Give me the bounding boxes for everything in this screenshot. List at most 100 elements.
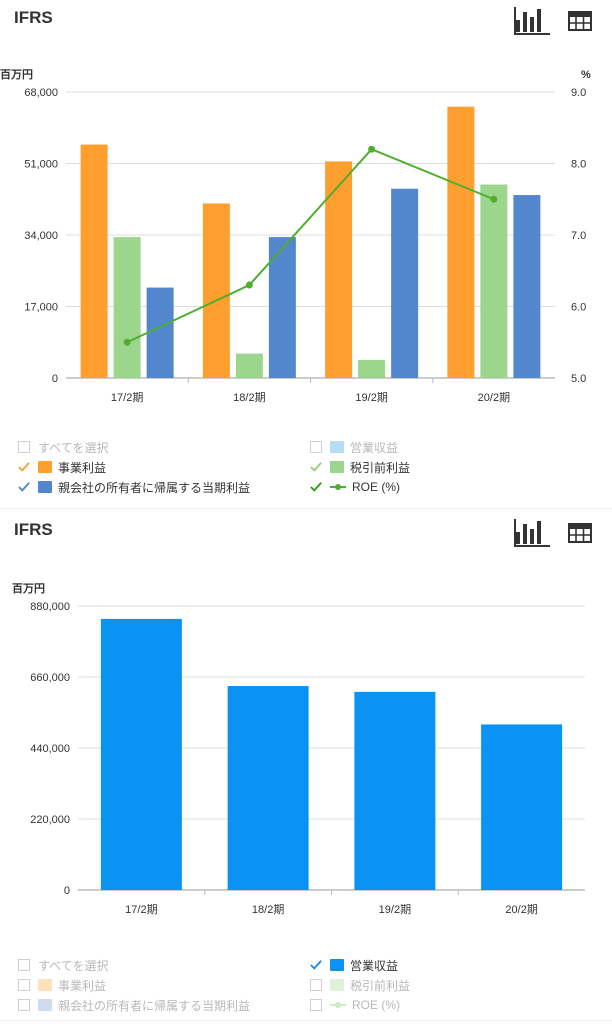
bar <box>325 161 353 378</box>
divider <box>0 1020 612 1021</box>
legend-swatch <box>330 979 344 991</box>
check-icon <box>18 461 30 473</box>
legend-item[interactable]: 事業利益 <box>18 976 106 994</box>
bar <box>391 188 419 378</box>
checkbox-icon <box>18 999 30 1011</box>
combo-chart: 百万円 % 0 17,000 34,000 51,000 68,000 5.0 6.0 7.0 8.… <box>0 68 591 404</box>
y2-tick-label: 9.0 <box>571 87 586 99</box>
legend-swatch <box>330 441 344 453</box>
y-tick-label: 880,000 <box>30 601 70 613</box>
bar <box>358 359 386 378</box>
bar <box>480 184 508 378</box>
legend-label: 営業収益 <box>350 958 399 973</box>
bar <box>235 353 263 378</box>
bar <box>268 237 296 378</box>
chart-legend: すべてを選択 営業収益事業利益 税引前利益親会社の所有者に帰属する当期利益 ROE (… <box>18 438 598 500</box>
legend-label: 親会社の所有者に帰属する当期利益 <box>58 998 251 1013</box>
divider <box>0 508 612 509</box>
legend-item[interactable]: すべてを選択 <box>18 956 108 974</box>
check-icon <box>310 461 322 473</box>
y2-tick-label: 7.0 <box>571 230 586 242</box>
bar <box>354 691 436 890</box>
legend-item[interactable]: ROE (%) <box>310 478 400 496</box>
table-view-icon[interactable] <box>566 6 594 36</box>
legend-label: 事業利益 <box>58 978 107 993</box>
checkbox-icon <box>310 441 322 453</box>
bar-chart: 百万円 0 220,000 440,000 660,000 880,000 17/2期 18/… <box>12 582 585 916</box>
chart-panel-1: IFRS 百万円% 0 17,000 34,000 51,000 68,000 5.0 6.0… <box>0 6 612 509</box>
y2-tick-label: 8.0 <box>571 159 586 171</box>
legend-swatch <box>38 979 52 991</box>
y2-tick-label: 6.0 <box>571 302 586 314</box>
legend-swatch <box>38 481 52 493</box>
x-tick-label: 18/2期 <box>233 391 265 404</box>
bar <box>202 203 230 378</box>
checkbox-icon <box>18 979 30 991</box>
x-tick-label: 18/2期 <box>252 903 284 916</box>
legend-label: 税引前利益 <box>350 978 411 993</box>
y-tick-label: 0 <box>52 373 58 385</box>
y2-tick-label: 5.0 <box>571 373 586 385</box>
legend-item[interactable]: すべてを選択 <box>18 438 108 456</box>
table-view-icon[interactable] <box>566 518 594 548</box>
y-tick-label: 220,000 <box>30 814 70 826</box>
bar <box>80 144 108 378</box>
legend-item[interactable]: 税引前利益 <box>310 458 410 476</box>
roe-point <box>123 338 131 346</box>
y-tick-label: 660,000 <box>30 672 70 684</box>
x-tick-label: 17/2期 <box>125 903 157 916</box>
y-tick-label: 440,000 <box>30 743 70 755</box>
x-tick-label: 19/2期 <box>355 391 387 404</box>
roe-point <box>368 145 376 153</box>
legend-item[interactable]: ROE (%) <box>310 996 400 1014</box>
view-switcher <box>512 6 594 36</box>
legend-line-swatch <box>330 999 346 1011</box>
legend-label: 税引前利益 <box>350 460 411 475</box>
legend-label: 事業利益 <box>58 460 107 475</box>
roe-point <box>245 281 253 289</box>
check-icon <box>18 481 30 493</box>
view-switcher <box>512 518 594 548</box>
legend-swatch <box>330 461 344 473</box>
bar-chart-view-icon[interactable] <box>512 518 552 548</box>
legend-item[interactable]: 税引前利益 <box>310 976 410 994</box>
bar <box>113 237 141 378</box>
bar <box>513 195 541 378</box>
legend-label: 営業収益 <box>350 440 399 455</box>
x-tick-label: 20/2期 <box>505 903 537 916</box>
legend-label: ROE (%) <box>352 480 400 494</box>
legend-item[interactable]: 事業利益 <box>18 458 106 476</box>
checkbox-icon <box>18 441 30 453</box>
checkbox-icon <box>310 999 322 1011</box>
roe-line <box>126 148 495 344</box>
legend-item[interactable]: 親会社の所有者に帰属する当期利益 <box>18 478 250 496</box>
y-tick-label: 51,000 <box>24 159 58 171</box>
chart-panel-2: IFRS 百万円 0 220,000 440,000 660,000 880,000 17/… <box>0 512 612 1024</box>
bar <box>227 686 309 890</box>
y-axis-unit: 百万円 <box>12 582 45 595</box>
check-icon <box>310 481 322 493</box>
panel-title: IFRS <box>14 8 53 27</box>
legend-label: 親会社の所有者に帰属する当期利益 <box>58 480 251 495</box>
check-icon <box>310 959 322 971</box>
y-axis-unit: 百万円 <box>0 68 33 81</box>
legend-swatch <box>38 461 52 473</box>
panel-title: IFRS <box>14 520 53 539</box>
bar-chart-view-icon[interactable] <box>512 6 552 36</box>
x-tick-label: 19/2期 <box>379 903 411 916</box>
legend-item[interactable]: 営業収益 <box>310 438 398 456</box>
legend-label: すべてを選択 <box>38 440 109 455</box>
x-tick-label: 20/2期 <box>478 391 510 404</box>
bar <box>100 618 182 890</box>
legend-line-swatch <box>330 481 346 493</box>
legend-swatch <box>330 959 344 971</box>
legend-label: ROE (%) <box>352 998 400 1012</box>
bar <box>481 724 563 890</box>
y-tick-label: 34,000 <box>24 230 58 242</box>
bar <box>447 106 475 379</box>
roe-point <box>490 195 498 203</box>
bar <box>146 287 174 378</box>
legend-item[interactable]: 営業収益 <box>310 956 398 974</box>
y-tick-label: 68,000 <box>24 87 58 99</box>
legend-item[interactable]: 親会社の所有者に帰属する当期利益 <box>18 996 250 1014</box>
